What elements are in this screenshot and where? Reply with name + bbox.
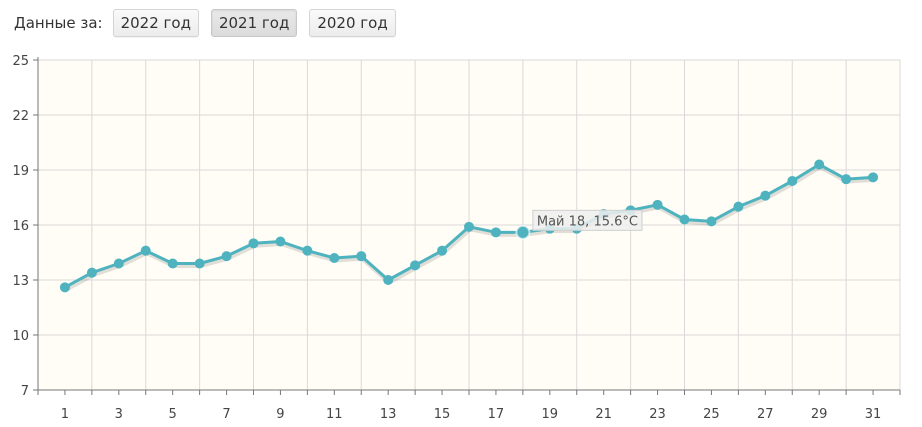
data-point-3[interactable]: [113, 258, 124, 269]
data-point-17[interactable]: [490, 227, 501, 238]
tooltip: Май 18, 15.6°C: [532, 209, 643, 231]
data-point-25[interactable]: [706, 216, 717, 227]
x-tick-label-1: 1: [61, 407, 69, 422]
y-tick-label-25: 25: [12, 54, 29, 69]
y-tick-label-10: 10: [12, 329, 29, 344]
data-point-4[interactable]: [140, 245, 151, 256]
data-point-18[interactable]: [515, 224, 531, 240]
x-tick-label-15: 15: [434, 407, 451, 422]
data-point-27[interactable]: [760, 190, 771, 201]
x-tick-label-21: 21: [595, 407, 612, 422]
data-point-8[interactable]: [248, 238, 259, 249]
data-point-31[interactable]: [868, 172, 879, 183]
data-point-29[interactable]: [814, 159, 825, 170]
data-point-9[interactable]: [275, 236, 286, 247]
y-tick-label-22: 22: [12, 109, 29, 124]
y-tick-label-19: 19: [12, 164, 29, 179]
y-tick-label-13: 13: [12, 274, 29, 289]
data-point-26[interactable]: [733, 201, 744, 212]
data-point-15[interactable]: [437, 245, 448, 256]
data-point-7[interactable]: [221, 251, 232, 262]
y-tick-label-16: 16: [12, 219, 29, 234]
data-point-23[interactable]: [652, 199, 663, 210]
x-axis-tick-labels: 1 3 5 7 9 11 13 15 17 19 21 23 25 27 29 31: [61, 407, 882, 422]
x-tick-label-23: 23: [649, 407, 666, 422]
x-tick-label-13: 13: [380, 407, 397, 422]
data-point-13[interactable]: [383, 275, 394, 285]
data-point-6[interactable]: [194, 258, 205, 269]
tooltip-box: [532, 209, 643, 231]
data-point-16[interactable]: [464, 221, 474, 232]
x-tick-label-17: 17: [488, 407, 505, 422]
x-tick-label-31: 31: [865, 407, 882, 422]
x-tick-label-5: 5: [169, 407, 177, 422]
series-temperature: [59, 159, 879, 293]
x-tick-label-11: 11: [326, 407, 343, 422]
year-2022-button[interactable]: 2022 год: [112, 9, 199, 37]
data-point-5[interactable]: [167, 258, 178, 269]
data-point-12[interactable]: [356, 251, 367, 262]
year-2020-button[interactable]: 2020 год: [309, 9, 396, 37]
x-tick-label-9: 9: [276, 407, 284, 422]
x-tick-label-27: 27: [757, 407, 774, 422]
y-axis-tick-labels: 7 10 13 16 19 22 25: [12, 54, 29, 399]
data-point-1[interactable]: [59, 282, 70, 293]
data-point-30[interactable]: [841, 174, 852, 185]
x-tick-label-29: 29: [811, 407, 828, 422]
x-tick-label-7: 7: [222, 407, 230, 422]
x-tick-label-25: 25: [703, 407, 720, 422]
data-point-11[interactable]: [329, 253, 340, 263]
data-point-2[interactable]: [86, 267, 97, 278]
data-for-label: Данные за:: [14, 14, 103, 32]
data-point-28[interactable]: [787, 176, 798, 186]
tooltip-text: Май 18, 15.6°C: [537, 214, 638, 229]
year-2021-button[interactable]: 2021 год: [210, 9, 298, 37]
y-tick-label-7: 7: [21, 384, 29, 399]
data-point-10[interactable]: [302, 245, 313, 256]
x-tick-label-3: 3: [115, 407, 123, 422]
data-point-24[interactable]: [679, 214, 690, 225]
axes: [33, 57, 901, 395]
data-point-14[interactable]: [410, 260, 421, 271]
x-tick-label-19: 19: [542, 407, 559, 422]
year-selector: Данные за: 2022 год 2021 год 2020 год: [14, 9, 408, 37]
